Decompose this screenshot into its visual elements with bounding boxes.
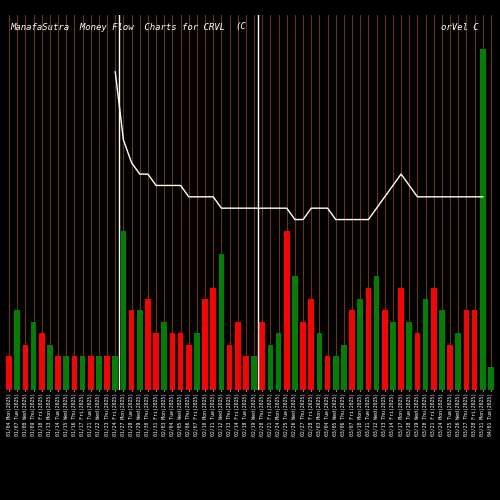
Bar bbox=[30, 322, 36, 390]
Bar bbox=[6, 356, 12, 390]
Bar bbox=[292, 276, 298, 390]
Bar bbox=[406, 322, 412, 390]
Bar bbox=[162, 322, 167, 390]
Bar bbox=[202, 299, 208, 390]
Bar bbox=[324, 356, 330, 390]
Bar bbox=[308, 299, 314, 390]
Text: ManafaSutra  Money Flow  Charts for CRVL: ManafaSutra Money Flow Charts for CRVL bbox=[10, 22, 225, 32]
Bar bbox=[414, 333, 420, 390]
Bar bbox=[170, 333, 175, 390]
Bar bbox=[14, 310, 20, 390]
Bar bbox=[128, 310, 134, 390]
Bar bbox=[80, 356, 86, 390]
Bar bbox=[398, 288, 404, 390]
Bar bbox=[186, 344, 192, 390]
Text: (C: (C bbox=[236, 22, 246, 32]
Bar bbox=[218, 254, 224, 390]
Bar bbox=[22, 344, 28, 390]
Bar bbox=[64, 356, 69, 390]
Bar bbox=[47, 344, 53, 390]
Bar bbox=[382, 310, 388, 390]
Bar bbox=[439, 310, 445, 390]
Bar bbox=[137, 310, 142, 390]
Bar bbox=[251, 356, 257, 390]
Bar bbox=[341, 344, 347, 390]
Bar bbox=[178, 333, 184, 390]
Bar bbox=[456, 333, 461, 390]
Bar bbox=[333, 356, 338, 390]
Bar bbox=[472, 310, 478, 390]
Bar bbox=[88, 356, 94, 390]
Bar bbox=[366, 288, 372, 390]
Bar bbox=[55, 356, 61, 390]
Bar bbox=[447, 344, 453, 390]
Bar bbox=[431, 288, 436, 390]
Bar bbox=[358, 299, 363, 390]
Bar bbox=[153, 333, 159, 390]
Bar bbox=[243, 356, 249, 390]
Bar bbox=[276, 333, 281, 390]
Bar bbox=[112, 356, 118, 390]
Bar bbox=[39, 333, 44, 390]
Bar bbox=[390, 322, 396, 390]
Bar bbox=[349, 310, 355, 390]
Bar bbox=[145, 299, 151, 390]
Bar bbox=[374, 276, 380, 390]
Bar bbox=[464, 310, 469, 390]
Bar bbox=[422, 299, 428, 390]
Bar bbox=[300, 322, 306, 390]
Bar bbox=[488, 368, 494, 390]
Bar bbox=[316, 333, 322, 390]
Bar bbox=[104, 356, 110, 390]
Text: orVel C: orVel C bbox=[441, 22, 478, 32]
Bar bbox=[194, 333, 200, 390]
Bar bbox=[120, 231, 126, 390]
Bar bbox=[260, 322, 265, 390]
Bar bbox=[268, 344, 274, 390]
Bar bbox=[226, 344, 232, 390]
Bar bbox=[284, 231, 290, 390]
Bar bbox=[96, 356, 102, 390]
Bar bbox=[72, 356, 78, 390]
Bar bbox=[235, 322, 240, 390]
Bar bbox=[210, 288, 216, 390]
Bar bbox=[480, 49, 486, 390]
